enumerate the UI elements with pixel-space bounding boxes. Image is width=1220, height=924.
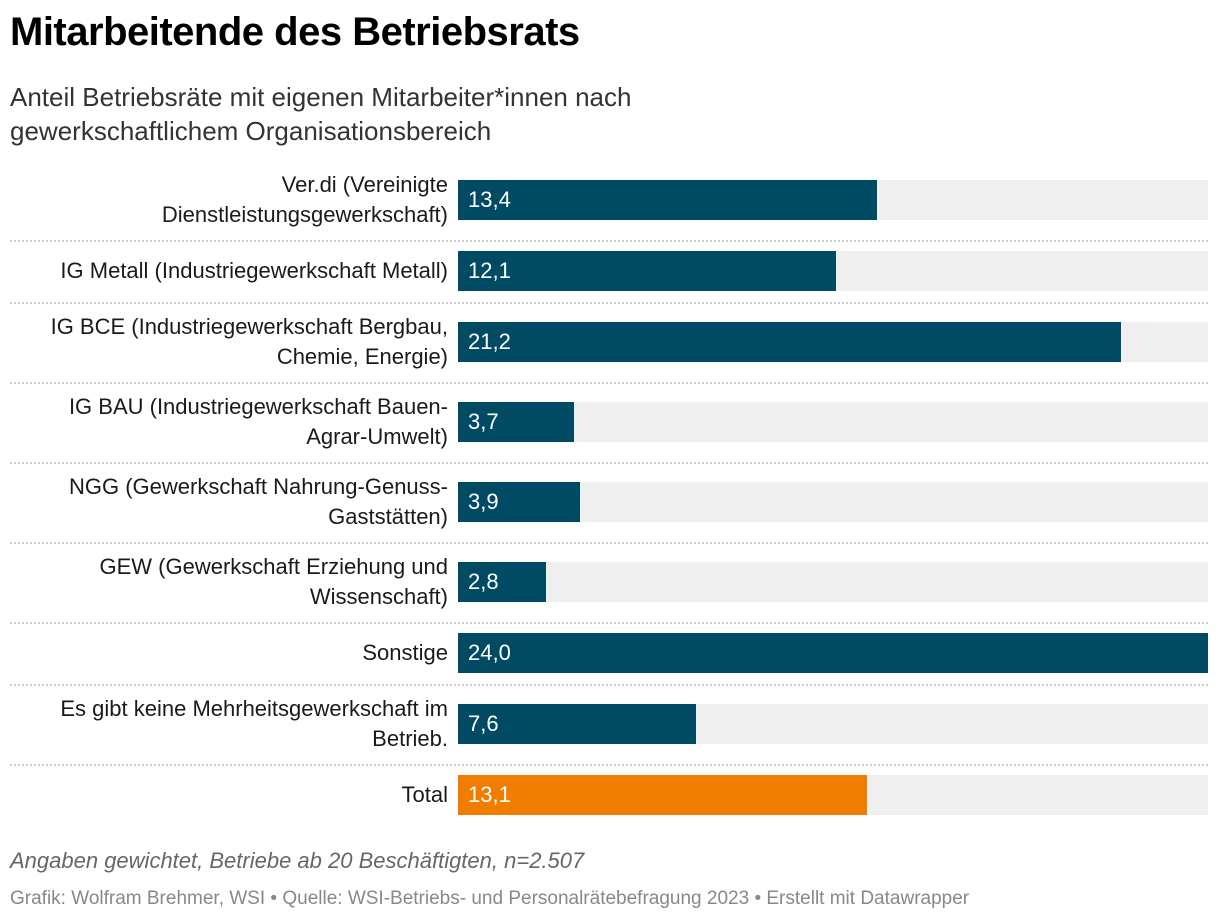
bar-row: IG BAU (Industriegewerkschaft Bauen-Agra… — [0, 382, 1220, 462]
chart-note: Angaben gewichtet, Betriebe ab 20 Beschä… — [10, 848, 585, 873]
value-label: 21,2 — [468, 329, 511, 354]
bar — [458, 633, 1208, 673]
value-label: 2,8 — [468, 569, 499, 594]
bar — [458, 704, 696, 744]
row-separator — [10, 542, 1208, 544]
bar — [458, 251, 837, 291]
row-separator — [10, 462, 1208, 464]
row-separator — [10, 302, 1208, 304]
chart-subtitle: Anteil Betriebsräte mit eigenen Mitarbei… — [10, 82, 632, 146]
value-label: 3,9 — [468, 489, 499, 514]
bar — [458, 402, 574, 442]
bar-row: IG Metall (Industriegewerkschaft Metall)… — [0, 240, 1220, 302]
row-separator — [10, 684, 1208, 686]
bar-track: 13,4 — [458, 180, 1208, 220]
bar-chart: Ver.di (Vereinigte Dienstleistungsgewerk… — [0, 160, 1220, 820]
category-label: IG BCE (Industriegewerkschaft Bergbau, C… — [50, 314, 448, 369]
row-separator — [10, 240, 1208, 242]
category-label: NGG (Gewerkschaft Nahrung-Genuss-Gaststä… — [68, 474, 448, 529]
chart-source: Grafik: Wolfram Brehmer, WSI • Quelle: W… — [10, 888, 970, 909]
bar-row: IG BCE (Industriegewerkschaft Bergbau, C… — [0, 302, 1220, 382]
bar-row: NGG (Gewerkschaft Nahrung-Genuss-Gaststä… — [0, 462, 1220, 542]
bar — [458, 482, 580, 522]
value-label: 12,1 — [468, 258, 511, 283]
bar-track: 13,1 — [458, 775, 1208, 815]
bar-row: Es gibt keine Mehrheitsgewerkschaft im B… — [0, 684, 1220, 764]
bar — [458, 180, 877, 220]
value-label: 7,6 — [468, 711, 499, 736]
bar-track: 21,2 — [458, 322, 1208, 362]
bar — [458, 562, 546, 602]
bar-track: 3,9 — [458, 482, 1208, 522]
bar-track: 7,6 — [458, 704, 1208, 744]
category-label: IG BAU (Industriegewerkschaft Bauen-Agra… — [68, 394, 448, 449]
chart-title: Mitarbeitende des Betriebsrats — [10, 10, 580, 54]
bar-track: 24,0 — [458, 633, 1208, 673]
category-label: Ver.di (Vereinigte Dienstleistungsgewerk… — [161, 172, 448, 227]
category-label: Total — [401, 782, 448, 807]
value-label: 24,0 — [468, 640, 511, 665]
category-label: Sonstige — [362, 640, 448, 665]
bar — [458, 775, 868, 815]
value-label: 3,7 — [468, 409, 499, 434]
row-separator — [10, 622, 1208, 624]
value-label: 13,1 — [468, 782, 511, 807]
bar-track: 2,8 — [458, 562, 1208, 602]
category-label: IG Metall (Industriegewerkschaft Metall) — [60, 258, 448, 283]
bar-track: 12,1 — [458, 251, 1208, 291]
value-label: 13,4 — [468, 187, 511, 212]
bar-row: GEW (Gewerkschaft Erziehung und Wissensc… — [0, 542, 1220, 622]
row-separator — [10, 382, 1208, 384]
bar-row: Ver.di (Vereinigte Dienstleistungsgewerk… — [0, 160, 1220, 240]
bar-row: Total 13,1 — [0, 764, 1220, 826]
row-separator — [10, 764, 1208, 766]
bar-track: 3,7 — [458, 402, 1208, 442]
category-label: GEW (Gewerkschaft Erziehung und Wissensc… — [99, 554, 448, 609]
bar — [458, 322, 1121, 362]
category-label: Es gibt keine Mehrheitsgewerkschaft im B… — [60, 696, 448, 751]
bar-row: Sonstige 24,0 — [0, 622, 1220, 684]
